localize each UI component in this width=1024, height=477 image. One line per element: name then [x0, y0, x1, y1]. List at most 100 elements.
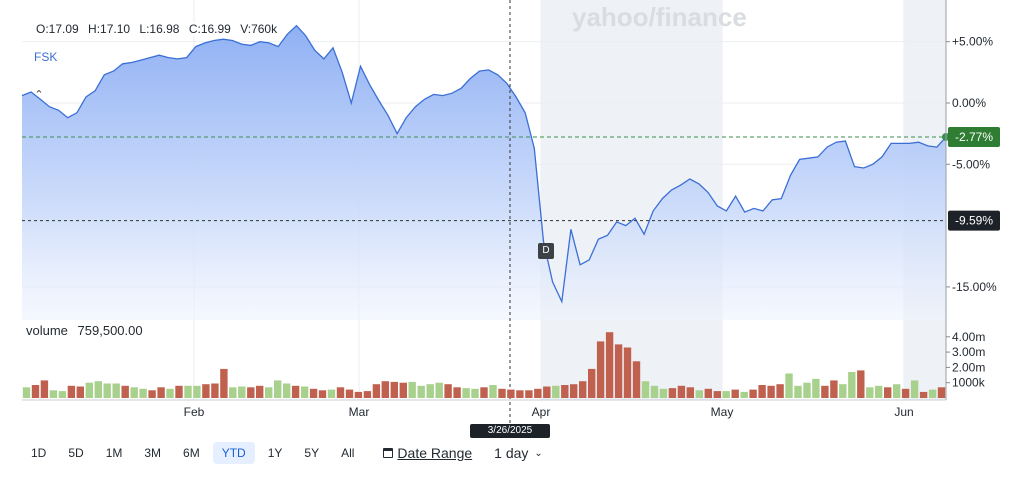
volume-bar [435, 382, 443, 398]
chevron-down-icon: ⌄ [534, 447, 543, 459]
volume-bar [605, 332, 614, 398]
volume-bar [668, 388, 677, 398]
volume-bar [794, 385, 802, 398]
range-1y-button[interactable]: 1Y [259, 442, 292, 464]
value-badges: -2.77% -9.59% [948, 126, 1000, 231]
volume-bar [803, 382, 811, 398]
chevron-up-icon[interactable]: ⌃ [34, 89, 44, 101]
volume-readout: volume 759,500.00 [26, 323, 149, 338]
high-value: H:17.10 [88, 22, 131, 36]
volume-bar [543, 386, 551, 398]
volume-bar [103, 383, 111, 398]
range-all-button[interactable]: All [332, 442, 363, 464]
volume-bar [345, 389, 354, 398]
volume-bar [426, 384, 434, 398]
volume-title: volume [26, 323, 68, 338]
volume-bar [480, 387, 488, 398]
volume-bar [677, 385, 686, 398]
interval-select[interactable]: 1 day ⌄ [494, 445, 543, 461]
volume-bar [139, 388, 147, 398]
range-5d-button[interactable]: 5D [59, 442, 92, 464]
volume-bar [300, 386, 309, 398]
volume-bar [848, 372, 856, 398]
date-range-button[interactable]: Date Range [383, 445, 472, 461]
volume-bar [471, 388, 479, 398]
y-tick-label: +5.00% [952, 35, 993, 49]
volume-bar [875, 385, 883, 398]
interval-label: 1 day [494, 445, 529, 461]
volume-bar [937, 387, 946, 398]
range-toolbar: 1D 5D 1M 3M 6M YTD 1Y 5Y All Date Range … [22, 440, 543, 466]
y-tick-label: 0.00% [952, 96, 986, 110]
range-ytd-button[interactable]: YTD [212, 442, 255, 464]
range-6m-button[interactable]: 6M [174, 442, 209, 464]
volume-bar [390, 381, 398, 398]
volume-bar [193, 385, 201, 398]
range-5y-button[interactable]: 5Y [295, 442, 328, 464]
axes: +5.00% 0.00% -5.00% -15.00% Feb Mar Apr May Jun 4… [22, 0, 997, 419]
volume-bar [309, 388, 318, 398]
volume-bar [274, 380, 282, 398]
volume-bar [184, 385, 192, 398]
volume-bars [22, 332, 946, 398]
volume-bar [749, 389, 757, 398]
volume-bar [318, 390, 327, 398]
date-range-label: Date Range [397, 445, 473, 461]
yahoo-finance-watermark: yahoo/finance [572, 2, 747, 32]
volume-bar [704, 388, 712, 398]
volume-bar [928, 389, 937, 398]
volume-bar [552, 385, 560, 398]
series-symbol: FSK [34, 50, 58, 64]
volume-bar [112, 383, 120, 398]
volume-bar [830, 380, 838, 398]
range-1m-button[interactable]: 1M [97, 442, 132, 464]
volume-bar [265, 387, 273, 398]
volume-bar [919, 391, 928, 398]
dividend-marker[interactable]: D [538, 243, 554, 259]
volume-tick-label: 1000k [952, 376, 986, 390]
volume-bar [713, 391, 721, 398]
volume-bar [785, 373, 793, 398]
volume-bar [498, 388, 506, 398]
volume-bar [22, 387, 31, 398]
range-1d-button[interactable]: 1D [22, 442, 55, 464]
volume-bar [157, 387, 165, 398]
range-3m-button[interactable]: 3M [135, 442, 170, 464]
volume-bar [614, 344, 623, 398]
volume-bar [641, 381, 650, 398]
volume-tick-label: 3.00m [952, 345, 985, 359]
volume-bar [812, 378, 820, 398]
volume-bar [130, 387, 138, 398]
crosshair-date-badge: 3/26/2025 [470, 424, 550, 438]
volume-bar [659, 388, 668, 398]
volume-bar [220, 368, 228, 398]
y-tick-label: -15.00% [952, 280, 997, 294]
price-chart[interactable]: +5.00% 0.00% -5.00% -15.00% Feb Mar Apr May Jun 4… [0, 0, 1024, 425]
volume-bar [247, 387, 255, 398]
volume-bar [291, 385, 300, 398]
price-area-fill [22, 25, 946, 320]
volume-tick-label: 2.00m [952, 360, 985, 374]
y-tick-label: -5.00% [952, 157, 990, 171]
volume-bar [381, 381, 389, 398]
volume-bar [283, 383, 291, 398]
x-tick-label: Apr [532, 405, 551, 419]
x-tick-label: May [711, 405, 734, 419]
price-line [21, 24, 947, 304]
volume-bar [857, 370, 865, 398]
volume-bar [632, 361, 641, 398]
volume-bar [650, 385, 659, 398]
volume-tick-label: 4.00m [952, 330, 985, 344]
volume-bar [336, 387, 345, 398]
volume-bar [561, 385, 569, 398]
volume-bar [516, 390, 524, 398]
open-value: O:17.09 [36, 22, 79, 36]
volume-bar [731, 389, 739, 398]
volume-bar [444, 384, 452, 398]
volume-bar [453, 387, 461, 398]
volume-bar [58, 391, 67, 398]
volume-bar [166, 388, 174, 398]
crosshair-value-label: -9.59% [955, 214, 993, 228]
volume-bar [534, 388, 542, 398]
volume-bar [776, 384, 784, 398]
